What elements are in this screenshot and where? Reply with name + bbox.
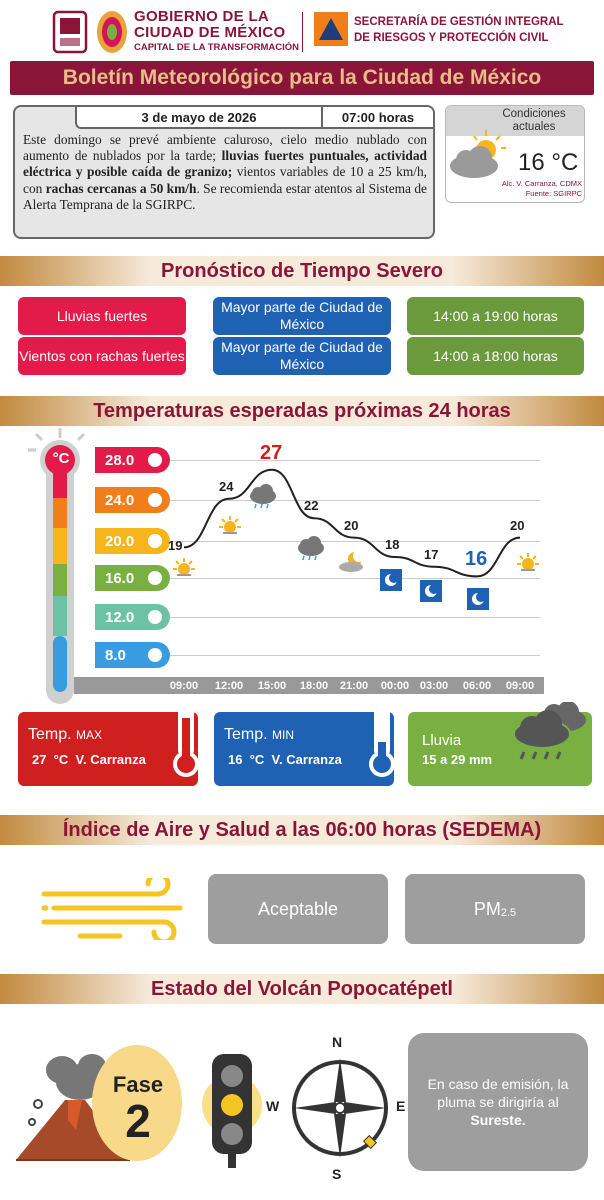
proteccion-civil-logo bbox=[314, 12, 348, 46]
gov-line-1: GOBIERNO DE LA bbox=[134, 8, 270, 25]
moon-icon bbox=[467, 588, 489, 610]
gridline bbox=[170, 541, 540, 542]
compass-rose-icon bbox=[292, 1058, 388, 1158]
thermometer-unit: °C bbox=[52, 450, 70, 467]
compass-s: S bbox=[332, 1166, 342, 1182]
current-label: Condiciones actuales bbox=[502, 108, 566, 133]
data-label: 19 bbox=[168, 538, 183, 554]
current-location: Alc. V. Carranza, CDMX bbox=[501, 179, 582, 188]
max-temp-card: Temp. MAX 27 °C V. Carranza bbox=[18, 702, 206, 786]
bulletin-time: 07:00 horas bbox=[341, 110, 415, 125]
rain-cloud-icon bbox=[513, 702, 586, 760]
data-label: 20 bbox=[510, 517, 525, 533]
data-label: 16 bbox=[465, 548, 488, 571]
plume-direction-box: En caso de emisión, la pluma se dirigirí… bbox=[408, 1033, 588, 1171]
bulletin-date: 3 de mayo de 2026 bbox=[141, 110, 257, 125]
rain-value: 15 a 29 mm bbox=[422, 752, 493, 767]
x-tick-label: 03:00 bbox=[419, 680, 449, 692]
storm-cloud-icon bbox=[298, 536, 324, 561]
air-quality-box: Aceptable bbox=[208, 874, 388, 944]
cdmx-flower-logo bbox=[94, 8, 130, 56]
partly-cloudy-icon bbox=[446, 124, 518, 180]
x-tick-label: 00:00 bbox=[380, 680, 410, 692]
cdmx-shield-logo bbox=[52, 10, 88, 54]
gov-line-3: CAPITAL DE LA TRANSFORMACIÓN bbox=[134, 42, 300, 53]
y-tick-8: 8.0 bbox=[91, 642, 170, 668]
sec-line-2: DE RIESGOS Y PROTECCIÓN CIVIL bbox=[354, 32, 549, 44]
page-title: Boletín Meteorológico para la Ciudad de … bbox=[62, 66, 542, 89]
phase-number: 2 bbox=[125, 1095, 151, 1147]
x-tick-label: 06:00 bbox=[462, 680, 492, 692]
severe-time-1: 14:00 a 19:00 horas bbox=[407, 297, 584, 335]
compass-n: N bbox=[332, 1034, 343, 1050]
traffic-light-icon bbox=[202, 1054, 262, 1168]
x-tick-label: 15:00 bbox=[257, 680, 287, 692]
data-label: 17 bbox=[424, 546, 439, 562]
data-label: 20 bbox=[344, 517, 359, 533]
thermometer-icon bbox=[26, 424, 96, 706]
x-tick-label: 12:00 bbox=[214, 680, 244, 692]
current-source: Fuente: SGIRPC bbox=[525, 189, 582, 198]
header-divider bbox=[302, 12, 303, 52]
y-tick-16: 16.0 bbox=[91, 565, 170, 591]
sun-icon bbox=[219, 516, 241, 534]
rain-card: Lluvia 15 a 29 mm bbox=[408, 702, 592, 786]
temps-heading: Temperaturas esperadas próximas 24 horas bbox=[0, 396, 604, 426]
phase-badge bbox=[92, 1045, 182, 1161]
x-axis-bar bbox=[74, 677, 544, 694]
air-heading: Índice de Aire y Salud a las 06:00 horas… bbox=[0, 815, 604, 845]
temperature-line bbox=[183, 468, 521, 578]
bulletin-box: 3 de mayo de 2026 07:00 horas Este domin… bbox=[13, 105, 435, 239]
gridline bbox=[170, 617, 540, 618]
volcano-heading: Estado del Volcán Popocatépetl bbox=[0, 974, 604, 1004]
phase-label: Fase bbox=[112, 1072, 164, 1097]
severe-heading: Pronóstico de Tiempo Severo bbox=[0, 256, 604, 286]
compass-e: E bbox=[396, 1098, 406, 1114]
gridline bbox=[170, 500, 540, 501]
sun-icon bbox=[517, 553, 539, 571]
severe-event-1: Lluvias fuertes bbox=[18, 297, 186, 335]
severe-time-2: 14:00 a 18:00 horas bbox=[407, 337, 584, 375]
severe-area-2: Mayor parte de Ciudad de México bbox=[213, 337, 391, 375]
data-label: 27 bbox=[260, 441, 283, 464]
storm-cloud-icon bbox=[250, 484, 276, 509]
current-temp: 16 °C bbox=[518, 149, 579, 176]
moon-cloud-icon bbox=[339, 550, 365, 572]
gridline bbox=[170, 578, 540, 579]
data-label: 22 bbox=[304, 498, 319, 514]
y-tick-24: 24.0 bbox=[91, 487, 170, 513]
moon-icon bbox=[420, 580, 442, 602]
sec-line-1: SECRETARÍA DE GESTIÓN INTEGRAL bbox=[354, 16, 564, 28]
severe-area-1: Mayor parte de Ciudad de México bbox=[213, 297, 391, 335]
severe-event-2: Vientos con rachas fuertes bbox=[18, 337, 186, 375]
temperature-chart bbox=[183, 468, 521, 578]
x-tick-label: 09:00 bbox=[505, 680, 535, 692]
gridline bbox=[170, 460, 540, 461]
main-title-bar: Boletín Meteorológico para la Ciudad de … bbox=[10, 61, 594, 95]
y-tick-28: 28.0 bbox=[91, 447, 170, 473]
max-temp-value: 27 °C V. Carranza bbox=[32, 752, 146, 767]
moon-icon bbox=[380, 569, 402, 591]
bulletin-text: Este domingo se prevé ambiente caluroso,… bbox=[23, 132, 427, 212]
thermometer-hot-icon bbox=[173, 702, 206, 777]
gridline bbox=[170, 655, 540, 656]
x-tick-label: 21:00 bbox=[339, 680, 369, 692]
gov-line-2: CIUDAD DE MÉXICO bbox=[134, 24, 286, 41]
x-tick-label: 09:00 bbox=[169, 680, 199, 692]
x-tick-label: 18:00 bbox=[299, 680, 329, 692]
data-label: 24 bbox=[219, 478, 234, 494]
pollutant-box: PM 2.5 bbox=[405, 874, 585, 944]
data-label: 18 bbox=[385, 537, 400, 552]
min-temp-card: Temp. MIN 16 °C V. Carranza bbox=[214, 702, 402, 786]
current-conditions: Condiciones actuales 16 °C Alc. V. Carra… bbox=[445, 105, 585, 203]
sun-icon bbox=[173, 558, 195, 576]
thermometer-cold-icon bbox=[369, 702, 402, 777]
y-tick-12: 12.0 bbox=[91, 604, 170, 630]
y-tick-20: 20.0 bbox=[91, 528, 170, 554]
compass-w: W bbox=[266, 1098, 280, 1114]
wind-icon bbox=[41, 878, 183, 940]
min-temp-value: 16 °C V. Carranza bbox=[228, 752, 342, 767]
